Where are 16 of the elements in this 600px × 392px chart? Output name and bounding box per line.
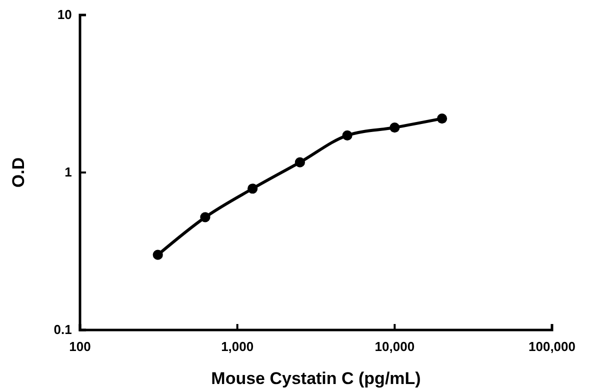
point bbox=[294, 157, 305, 168]
x-tick-label: 100,000 bbox=[528, 339, 576, 354]
x-tick-label: 1,000 bbox=[221, 339, 254, 354]
x-axis-title: Mouse Cystatin C (pg/mL) bbox=[211, 369, 421, 388]
point bbox=[248, 184, 258, 194]
point bbox=[436, 114, 448, 124]
point bbox=[152, 250, 163, 260]
point bbox=[342, 130, 352, 140]
point bbox=[200, 212, 210, 222]
y-axis-title: O.D bbox=[9, 157, 28, 188]
x-tick-label: 10,000 bbox=[374, 339, 415, 354]
x-tick-label: 100 bbox=[69, 339, 91, 354]
point bbox=[390, 122, 400, 133]
y-tick-label: 10 bbox=[57, 7, 72, 22]
y-tick-label: 0.1 bbox=[54, 322, 72, 338]
y-tick-label: 1 bbox=[64, 164, 72, 180]
